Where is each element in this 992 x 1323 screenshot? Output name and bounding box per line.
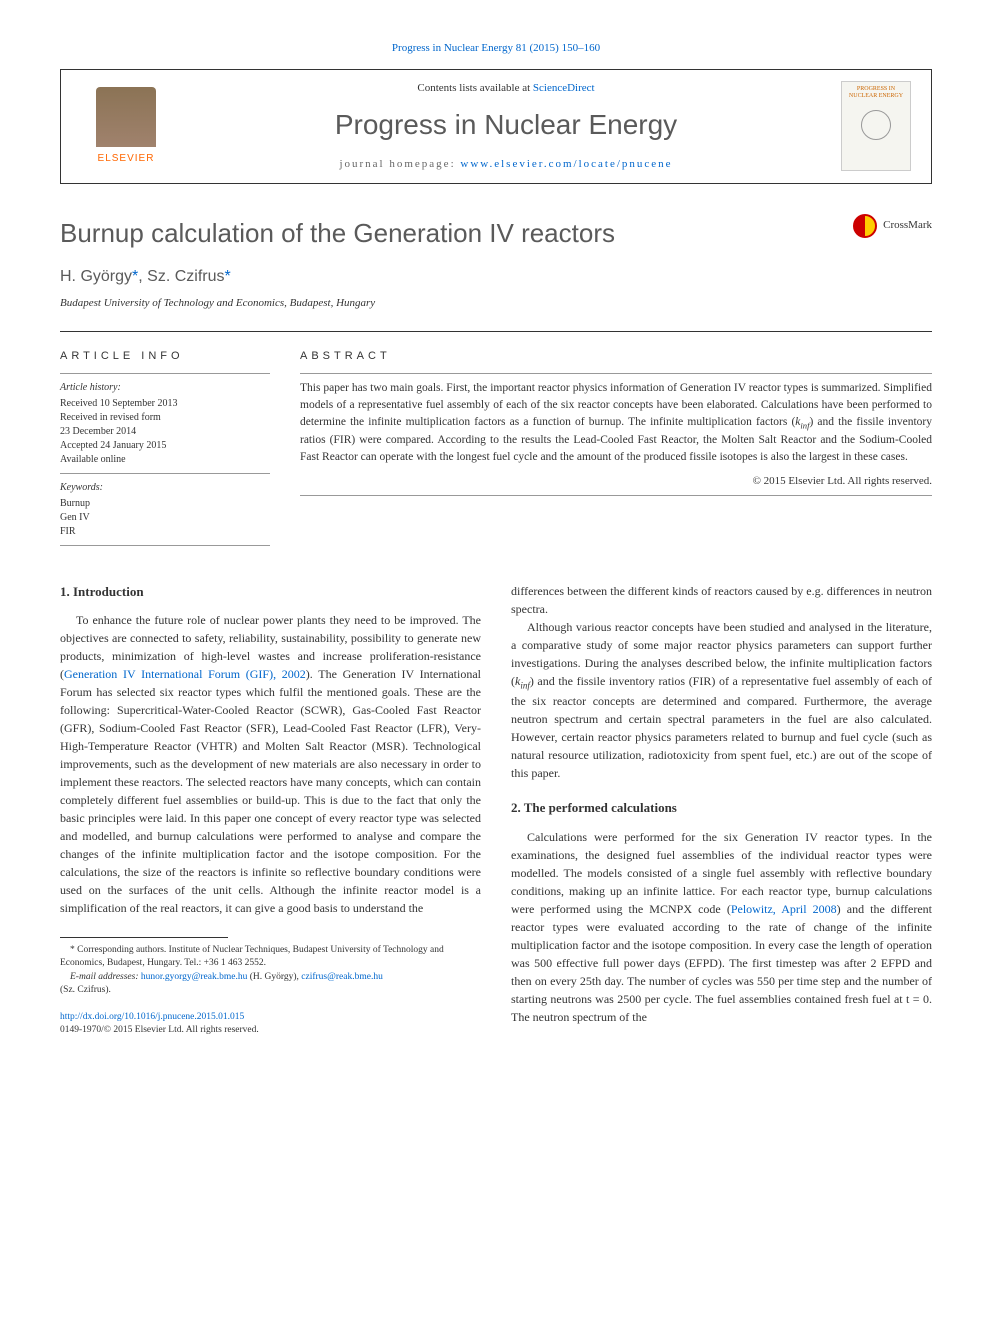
doi-block: http://dx.doi.org/10.1016/j.pnucene.2015… <box>60 1011 481 1038</box>
info-divider-3 <box>60 545 270 546</box>
journal-cover-thumbnail[interactable]: PROGRESS IN NUCLEAR ENERGY <box>841 81 911 171</box>
calc-paragraph-1: Calculations were performed for the six … <box>511 828 932 1026</box>
history-label: Article history: <box>60 380 270 395</box>
divider <box>60 331 932 332</box>
sciencedirect-link[interactable]: ScienceDirect <box>533 82 595 94</box>
contents-text: Contents lists available at <box>417 82 532 94</box>
abstract-copyright: © 2015 Elsevier Ltd. All rights reserved… <box>300 473 932 490</box>
intro-p1-b: ). The Generation IV International Forum… <box>60 667 481 915</box>
calc-p1-b: ) and the different reactor types were e… <box>511 902 932 1024</box>
journal-title: Progress in Nuclear Energy <box>171 104 841 146</box>
email-name-1: (H. György), <box>247 972 301 982</box>
ref-link-gif2002[interactable]: Generation IV International Forum (GIF),… <box>64 667 306 681</box>
contents-line: Contents lists available at ScienceDirec… <box>171 80 841 97</box>
keyword-0: Burnup <box>60 497 270 511</box>
email-name-2: (Sz. Czifrus). <box>60 985 111 995</box>
article-info-heading: ARTICLE INFO <box>60 348 270 365</box>
intro-paragraph-1: To enhance the future role of nuclear po… <box>60 611 481 917</box>
email-link-1[interactable]: hunor.gyorgy@reak.bme.hu <box>141 972 247 982</box>
corr-asterisk-1[interactable]: * <box>132 268 138 285</box>
keyword-2: FIR <box>60 525 270 539</box>
footnote-divider <box>60 937 228 938</box>
revised-date: 23 December 2014 <box>60 425 270 439</box>
revised-label: Received in revised form <box>60 411 270 425</box>
authors: H. György*, Sz. Czifrus* <box>60 265 932 289</box>
crossmark-badge[interactable]: CrossMark <box>853 214 932 238</box>
journal-header: ELSEVIER Contents lists available at Sci… <box>60 69 932 184</box>
abstract-divider <box>300 373 932 374</box>
email-label: E-mail addresses: <box>70 972 141 982</box>
abstract-section: ABSTRACT This paper has two main goals. … <box>300 348 932 552</box>
abstract-heading: ABSTRACT <box>300 348 932 365</box>
abstract-divider-2 <box>300 495 932 496</box>
journal-reference[interactable]: Progress in Nuclear Energy 81 (2015) 150… <box>60 40 932 57</box>
author-1[interactable]: H. György <box>60 268 132 285</box>
accepted-date: Accepted 24 January 2015 <box>60 439 270 453</box>
author-2[interactable]: Sz. Czifrus <box>147 268 224 285</box>
ref-link-pelowitz[interactable]: Pelowitz, April 2008 <box>731 902 837 916</box>
email-link-2[interactable]: czifrus@reak.bme.hu <box>301 972 383 982</box>
received-date: Received 10 September 2013 <box>60 397 270 411</box>
keyword-1: Gen IV <box>60 511 270 525</box>
corr-asterisk-2[interactable]: * <box>224 268 230 285</box>
section-2-heading: 2. The performed calculations <box>511 798 932 818</box>
cover-title: PROGRESS IN NUCLEAR ENERGY <box>846 86 906 100</box>
article-title: Burnup calculation of the Generation IV … <box>60 214 615 253</box>
crossmark-icon <box>853 214 877 238</box>
info-divider <box>60 373 270 374</box>
article-info: ARTICLE INFO Article history: Received 1… <box>60 348 270 552</box>
intro-paragraph-2: Although various reactor concepts have b… <box>511 618 932 783</box>
journal-homepage: journal homepage: www.elsevier.com/locat… <box>171 156 841 173</box>
affiliation: Budapest University of Technology and Ec… <box>60 295 932 312</box>
abstract-text: This paper has two main goals. First, th… <box>300 380 932 467</box>
info-divider-2 <box>60 473 270 474</box>
atom-icon <box>861 110 891 140</box>
available-online: Available online <box>60 453 270 467</box>
body-columns: 1. Introduction To enhance the future ro… <box>60 582 932 1038</box>
issn-copyright: 0149-1970/© 2015 Elsevier Ltd. All right… <box>60 1025 259 1035</box>
crossmark-label: CrossMark <box>883 217 932 234</box>
publisher-logo[interactable]: ELSEVIER <box>81 81 171 171</box>
email-footnote: E-mail addresses: hunor.gyorgy@reak.bme.… <box>60 971 481 998</box>
corresponding-footnote: * Corresponding authors. Institute of Nu… <box>60 944 481 971</box>
intro-paragraph-1-cont: differences between the different kinds … <box>511 582 932 618</box>
homepage-label: journal homepage: <box>339 158 460 170</box>
info-abstract-row: ARTICLE INFO Article history: Received 1… <box>60 348 932 552</box>
header-center: Contents lists available at ScienceDirec… <box>171 80 841 173</box>
section-1-heading: 1. Introduction <box>60 582 481 602</box>
keywords-label: Keywords: <box>60 480 270 495</box>
title-row: Burnup calculation of the Generation IV … <box>60 214 932 265</box>
doi-link[interactable]: http://dx.doi.org/10.1016/j.pnucene.2015… <box>60 1012 244 1022</box>
homepage-link[interactable]: www.elsevier.com/locate/pnucene <box>460 158 672 170</box>
publisher-name: ELSEVIER <box>98 151 155 166</box>
elsevier-tree-icon <box>96 87 156 147</box>
